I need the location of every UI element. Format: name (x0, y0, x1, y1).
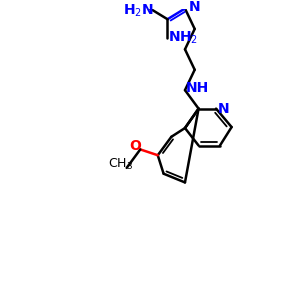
Text: CH$_3$: CH$_3$ (108, 156, 134, 172)
Text: N: N (218, 102, 230, 116)
Text: O: O (130, 139, 141, 152)
Text: H$_2$N: H$_2$N (123, 2, 154, 19)
Text: NH$_2$: NH$_2$ (168, 29, 198, 46)
Text: NH: NH (186, 81, 209, 95)
Text: N: N (189, 0, 200, 14)
